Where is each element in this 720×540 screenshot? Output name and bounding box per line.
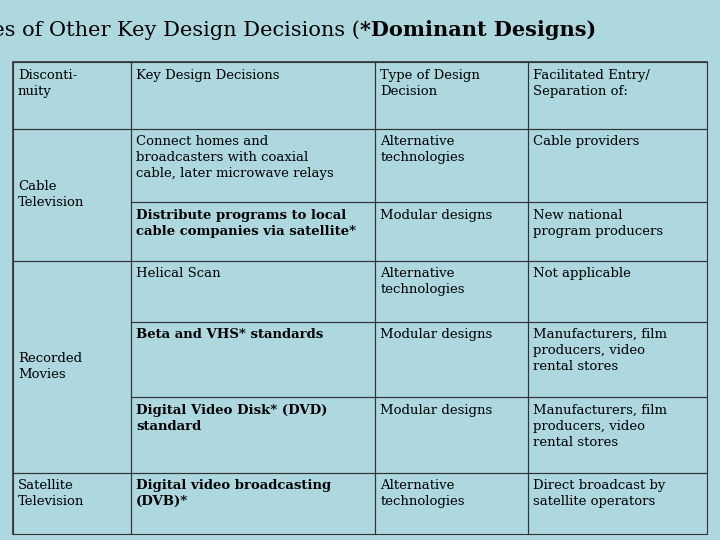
- Bar: [528, 397, 707, 473]
- Bar: [131, 62, 375, 129]
- Bar: [131, 473, 375, 534]
- Text: Digital Video Disk* (DVD)
standard: Digital Video Disk* (DVD) standard: [136, 404, 328, 433]
- Bar: [528, 129, 707, 202]
- Bar: [131, 129, 375, 202]
- Bar: [13, 129, 131, 261]
- Bar: [375, 261, 528, 322]
- Bar: [528, 62, 707, 129]
- Text: Connect homes and
broadcasters with coaxial
cable, later microwave relays: Connect homes and broadcasters with coax…: [136, 136, 334, 180]
- Text: Alternative
technologies: Alternative technologies: [380, 136, 465, 165]
- Bar: [13, 62, 707, 534]
- Bar: [13, 473, 131, 534]
- Text: Cable providers: Cable providers: [533, 136, 639, 148]
- Text: Manufacturers, film
producers, video
rental stores: Manufacturers, film producers, video ren…: [533, 404, 667, 449]
- Text: Facilitated Entry/
Separation of:: Facilitated Entry/ Separation of:: [533, 69, 649, 98]
- Text: Cable
Television: Cable Television: [18, 180, 84, 210]
- Text: *Dominant Designs): *Dominant Designs): [360, 19, 596, 40]
- Text: Beta and VHS* standards: Beta and VHS* standards: [136, 328, 323, 341]
- Bar: [375, 202, 528, 261]
- Text: Not applicable: Not applicable: [533, 267, 631, 280]
- Text: Alternative
technologies: Alternative technologies: [380, 480, 465, 508]
- Text: Satellite
Television: Satellite Television: [18, 480, 84, 508]
- Text: Disconti-
nuity: Disconti- nuity: [18, 69, 77, 98]
- Text: Digital video broadcasting
(DVB)*: Digital video broadcasting (DVB)*: [136, 480, 331, 508]
- Text: Recorded
Movies: Recorded Movies: [18, 353, 82, 381]
- Bar: [131, 397, 375, 473]
- Text: Examples of Other Key Design Decisions (: Examples of Other Key Design Decisions (: [0, 20, 360, 39]
- Text: Modular designs: Modular designs: [380, 328, 492, 341]
- Bar: [375, 397, 528, 473]
- Bar: [528, 473, 707, 534]
- Bar: [528, 202, 707, 261]
- Bar: [528, 322, 707, 397]
- Text: Type of Design
Decision: Type of Design Decision: [380, 69, 480, 98]
- Text: Manufacturers, film
producers, video
rental stores: Manufacturers, film producers, video ren…: [533, 328, 667, 373]
- Bar: [528, 261, 707, 322]
- Bar: [13, 62, 131, 129]
- Bar: [13, 261, 131, 473]
- Bar: [375, 129, 528, 202]
- Text: New national
program producers: New national program producers: [533, 208, 663, 238]
- Text: Direct broadcast by
satellite operators: Direct broadcast by satellite operators: [533, 480, 665, 508]
- Bar: [131, 202, 375, 261]
- Bar: [131, 261, 375, 322]
- Text: Key Design Decisions: Key Design Decisions: [136, 69, 280, 82]
- Bar: [375, 473, 528, 534]
- Text: Modular designs: Modular designs: [380, 208, 492, 221]
- Text: Alternative
technologies: Alternative technologies: [380, 267, 465, 296]
- Bar: [375, 62, 528, 129]
- Text: Distribute programs to local
cable companies via satellite*: Distribute programs to local cable compa…: [136, 208, 356, 238]
- Bar: [375, 322, 528, 397]
- Bar: [131, 322, 375, 397]
- Text: Modular designs: Modular designs: [380, 404, 492, 417]
- Text: Helical Scan: Helical Scan: [136, 267, 221, 280]
